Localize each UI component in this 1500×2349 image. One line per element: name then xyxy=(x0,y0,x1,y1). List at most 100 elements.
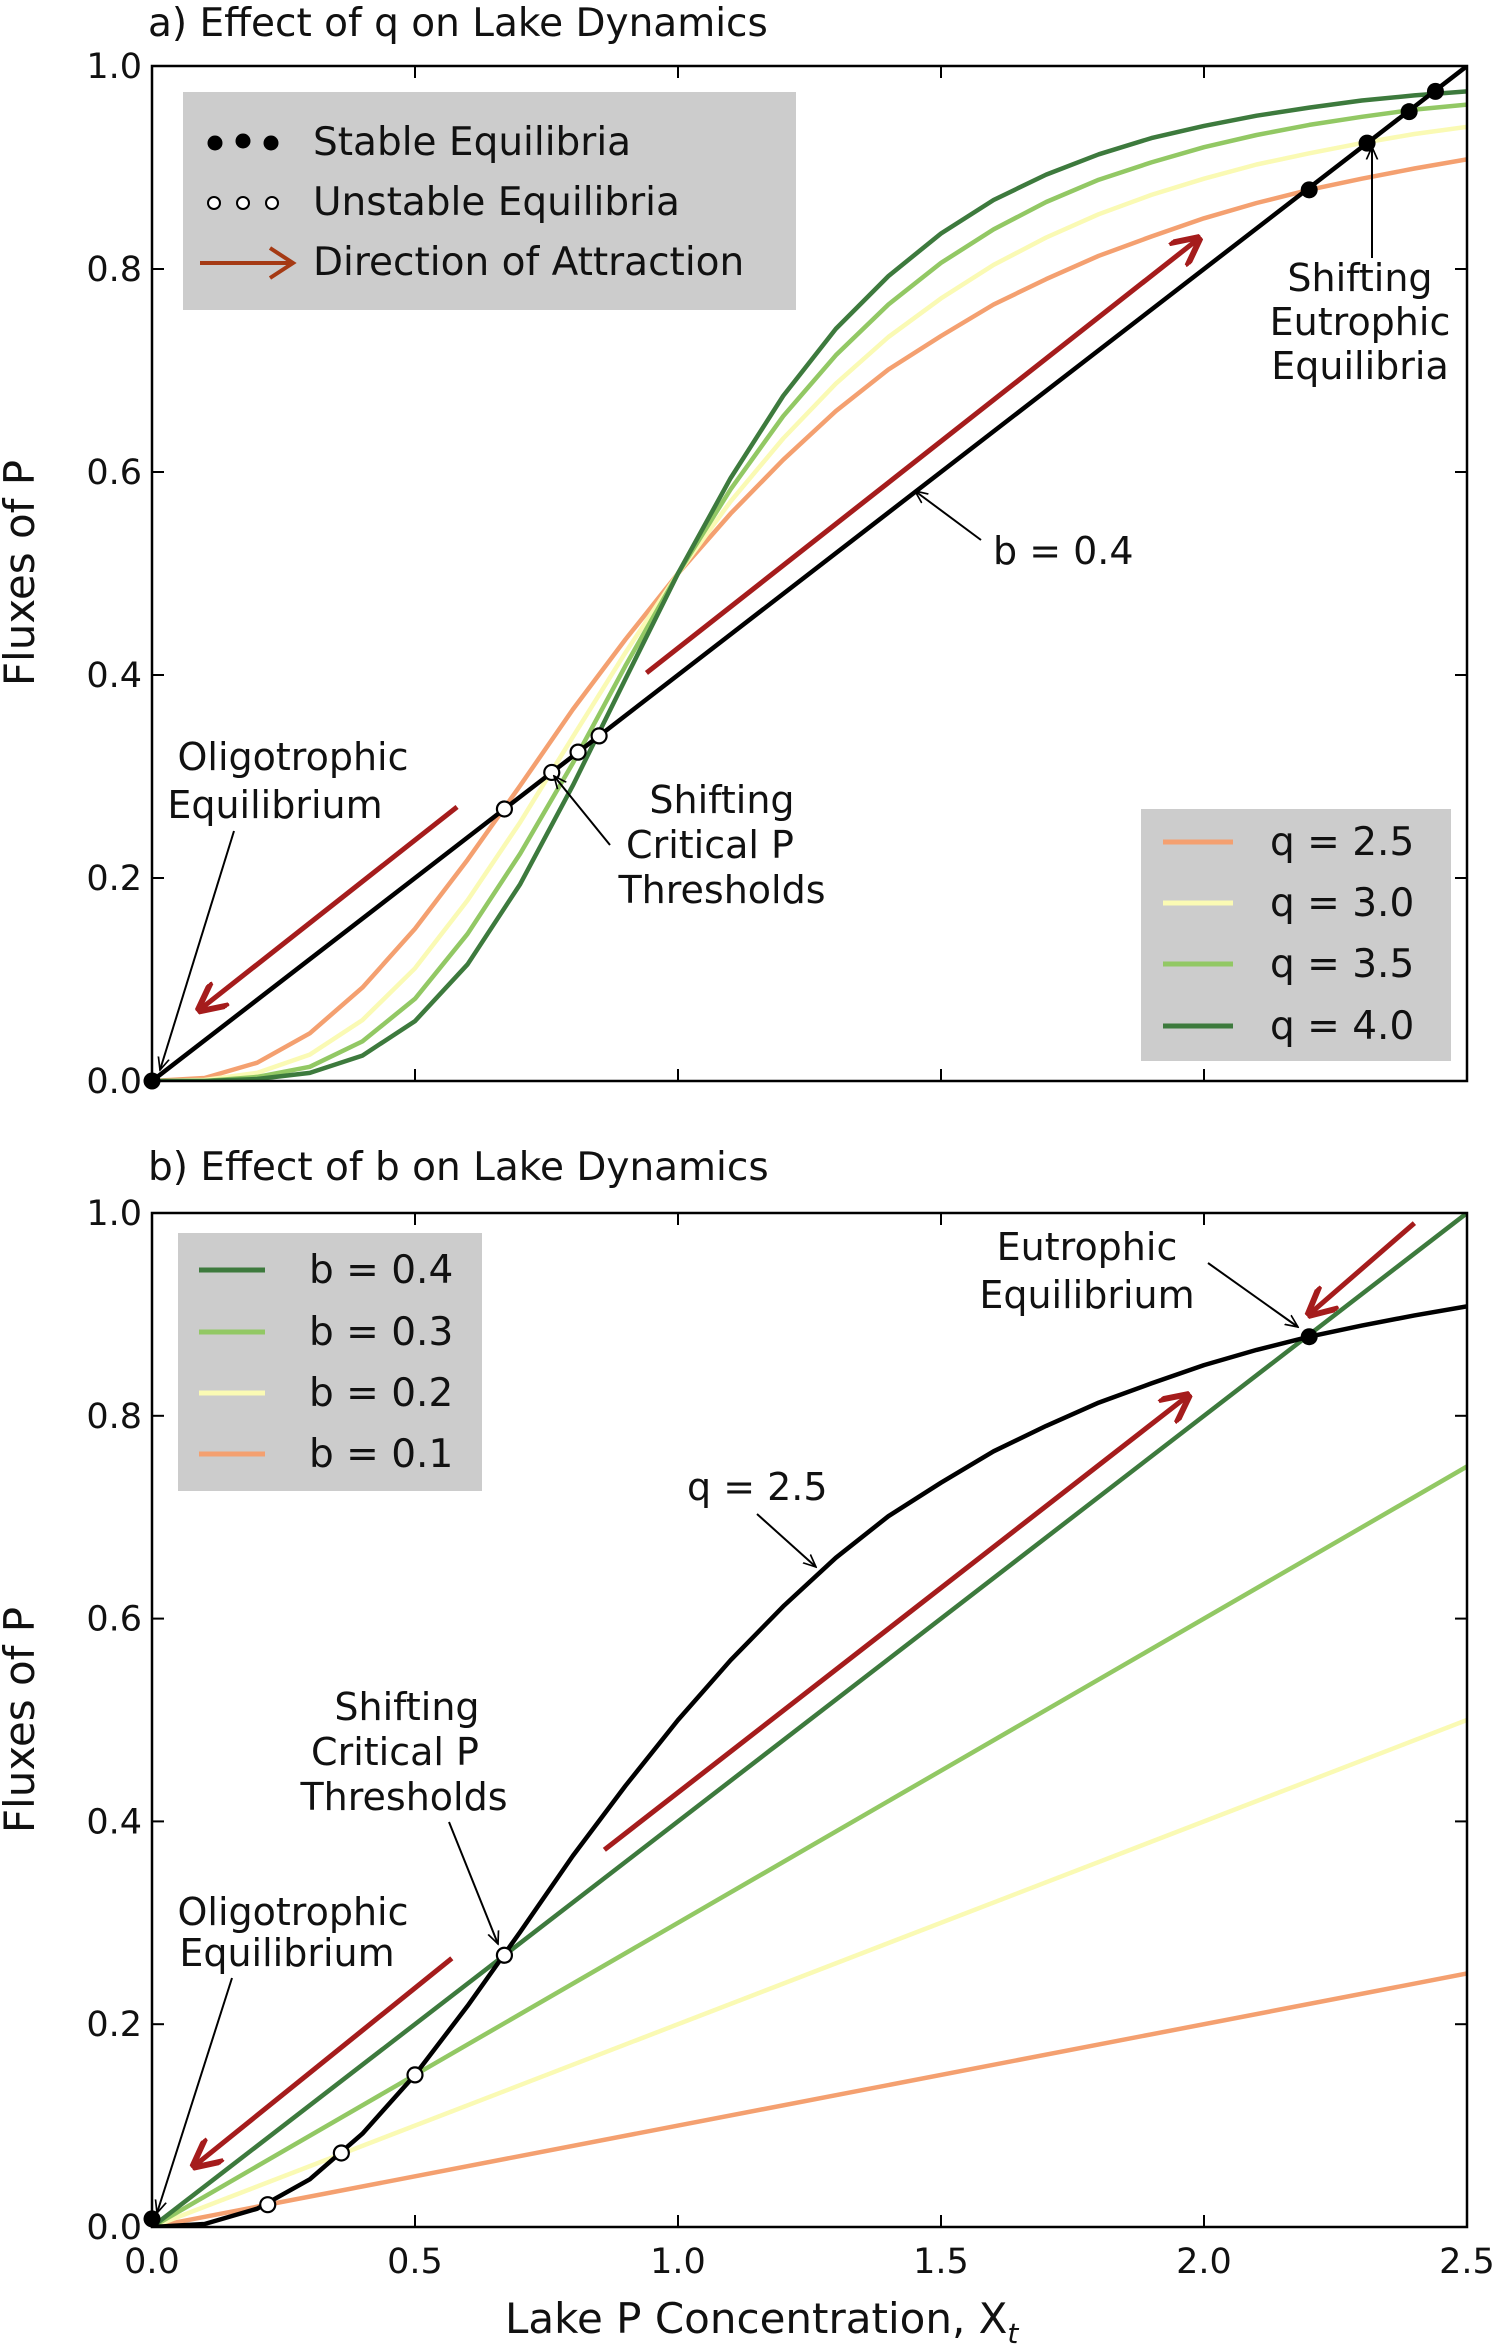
x-axis-label-subscript: t xyxy=(1007,2317,1019,2349)
legend: Stable Equilibria Unstable Equilibria Di… xyxy=(183,92,796,310)
series-line xyxy=(152,102,1467,1081)
chart-title: b) Effect of b on Lake Dynamics xyxy=(148,1145,769,1190)
annotation-line: Shifting xyxy=(1287,256,1432,300)
annotation-pointer xyxy=(160,830,235,1070)
legend-label: q = 4.0 xyxy=(1270,1004,1414,1049)
unstable-equilibrium-point xyxy=(332,2144,350,2162)
series-line xyxy=(152,1971,1467,2227)
annotation-shifting-thresholds: Shifting Critical P Thresholds xyxy=(554,776,826,912)
legend-label: Stable Equilibria xyxy=(313,120,631,165)
legend-label: b = 0.3 xyxy=(309,1310,453,1355)
unstable-equilibrium-point xyxy=(543,763,561,782)
series-line xyxy=(152,1717,1467,2227)
annotation-line: b = 0.4 xyxy=(993,529,1134,573)
series-line xyxy=(152,66,1467,1081)
unstable-equilibrium-point xyxy=(495,1946,514,1964)
y-tick-label: 1.0 xyxy=(86,1194,142,1234)
x-tick-label: 0.0 xyxy=(124,2242,180,2282)
legend: b = 0.4 b = 0.3 b = 0.2 b = 0.1 xyxy=(178,1233,482,1491)
annotation-q-label: q = 2.5 xyxy=(687,1465,828,1567)
stable-equilibrium-point xyxy=(1400,103,1418,121)
y-tick-label: 0.2 xyxy=(86,2005,142,2045)
legend-label: q = 3.5 xyxy=(1270,942,1414,987)
y-axis-label: Fluxes of P xyxy=(0,460,44,686)
attraction-arrow xyxy=(644,239,1198,675)
annotation-pointer xyxy=(1207,1262,1298,1327)
legend-box xyxy=(178,1233,482,1491)
x-axis-label-text: Lake P Concentration, X xyxy=(505,2294,1007,2343)
x-tick-label: 2.5 xyxy=(1439,2242,1495,2282)
legend-label: Direction of Attraction xyxy=(313,240,744,285)
stable-equilibrium-point xyxy=(1300,181,1318,199)
annotation-pointer xyxy=(915,491,982,541)
series-line xyxy=(152,1304,1467,2227)
annotation-eutrophic: Eutrophic Equilibrium xyxy=(979,1225,1298,1327)
legend-label: q = 3.0 xyxy=(1270,881,1414,926)
x-tick-label: 1.5 xyxy=(913,2242,969,2282)
attraction-arrow xyxy=(194,1956,454,2166)
annotation-b-label: b = 0.4 xyxy=(915,491,1134,573)
y-tick-label: 0.6 xyxy=(86,453,142,493)
annotation-line: Equilibrium xyxy=(179,1931,394,1975)
chart-panel-a: a) Effect of q on Lake Dynamics Fluxes o… xyxy=(0,1,1469,1102)
unstable-equilibrium-point xyxy=(590,727,608,745)
annotation-line: Eutrophic xyxy=(997,1225,1178,1269)
annotation-line: Thresholds xyxy=(617,868,825,912)
annotation-line: Thresholds xyxy=(299,1775,507,1819)
plot-frame xyxy=(150,1211,1469,2229)
y-tick-label: 0.0 xyxy=(86,2208,142,2248)
unstable-equilibrium-point xyxy=(569,743,587,761)
annotation-line: Oligotrophic xyxy=(178,1890,409,1934)
attraction-arrow xyxy=(602,1396,1188,1852)
series-line xyxy=(152,89,1467,1081)
annotation-line: Equilibria xyxy=(1271,344,1448,388)
x-tick-label: 0.5 xyxy=(387,2242,443,2282)
unstable-equilibrium-point xyxy=(406,2066,424,2084)
annotation-shifting-thresholds: Shifting Critical P Thresholds xyxy=(299,1685,508,1944)
annotation-shifting-eutrophic: Shifting Eutrophic Equilibria xyxy=(1270,147,1450,388)
annotation-line: q = 2.5 xyxy=(687,1465,828,1509)
y-tick-label: 0.0 xyxy=(86,1062,142,1102)
stable-equilibrium-point xyxy=(1358,134,1376,152)
legend-box xyxy=(183,92,796,310)
plot-area: 0.0 0.2 0.4 0.6 0.8 1.0 xyxy=(86,47,1469,1102)
unstable-equilibrium-point xyxy=(495,800,514,818)
x-tick-label: 1.0 xyxy=(650,2242,706,2282)
y-axis-label: Fluxes of P xyxy=(0,1607,44,1833)
series-layer xyxy=(152,66,1467,1081)
x-axis-label: Lake P Concentration, Xt xyxy=(505,2294,1019,2349)
stable-equilibrium-point xyxy=(1426,82,1444,100)
legend-stable-symbol xyxy=(207,133,279,151)
legend-unstable-symbol xyxy=(207,196,279,210)
annotation-line: Shifting xyxy=(334,1685,479,1729)
y-tick-label: 0.4 xyxy=(86,656,142,696)
y-tick-label: 0.8 xyxy=(86,250,142,290)
series-line xyxy=(152,124,1467,1081)
attraction-arrow xyxy=(1309,1221,1417,1314)
annotation-line: Shifting xyxy=(649,778,794,822)
annotation-pointer xyxy=(756,1513,816,1567)
y-tick-label: 0.8 xyxy=(86,1397,142,1437)
annotation-oligotrophic: Oligotrophic Equilibrium xyxy=(160,735,409,1070)
y-tick-label: 0.2 xyxy=(86,859,142,899)
legend-label: b = 0.4 xyxy=(309,1248,453,1293)
chart-title: a) Effect of q on Lake Dynamics xyxy=(148,1,768,46)
legend-label: Unstable Equilibria xyxy=(313,180,680,225)
x-tick-label: 2.0 xyxy=(1176,2242,1232,2282)
annotation-line: Oligotrophic xyxy=(178,735,409,779)
y-tick-label: 0.4 xyxy=(86,1802,142,1842)
annotation-pointer xyxy=(157,1977,233,2213)
chart-panel-b: b) Effect of b on Lake Dynamics Fluxes o… xyxy=(0,1145,1495,2349)
series-line xyxy=(152,1213,1467,2227)
annotation-line: Equilibrium xyxy=(167,783,382,827)
stable-equilibrium-point xyxy=(1300,1328,1318,1346)
legend-label: q = 2.5 xyxy=(1270,820,1414,865)
legend-arrow-symbol xyxy=(200,246,297,280)
series-line xyxy=(152,1464,1467,2227)
legend: q = 2.5 q = 3.0 q = 3.5 q = 4.0 xyxy=(1141,809,1451,1061)
y-tick-label: 0.6 xyxy=(86,1600,142,1640)
series-line xyxy=(152,157,1467,1081)
annotation-oligotrophic: Oligotrophic Equilibrium xyxy=(157,1890,409,2213)
unstable-equilibrium-point xyxy=(259,2196,277,2214)
